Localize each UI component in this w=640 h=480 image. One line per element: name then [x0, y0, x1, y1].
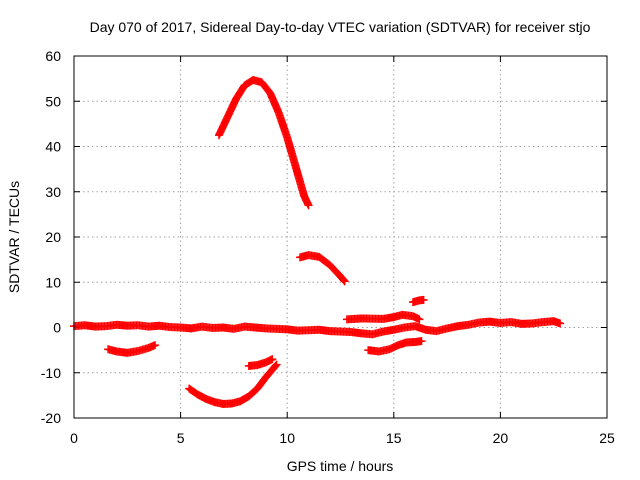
y-tick-label: -20 — [41, 410, 61, 426]
segment-2-point — [415, 315, 424, 324]
y-tick-label: 0 — [53, 320, 61, 336]
plot-frame — [73, 55, 608, 419]
x-tick-label: 15 — [386, 430, 402, 446]
y-tick-label: 20 — [45, 229, 61, 245]
x-tick-label: 10 — [279, 430, 295, 446]
y-tick-label: -10 — [41, 365, 61, 381]
arc-trough-point — [272, 360, 281, 369]
data-points — [70, 75, 565, 408]
y-tick-label: 40 — [45, 139, 61, 155]
baseline-point — [556, 319, 565, 328]
segment-neg5-point — [151, 341, 160, 350]
segment-16-point — [339, 276, 348, 285]
y-tick-label: 10 — [45, 274, 61, 290]
segment-16-point — [340, 277, 349, 286]
tick-labels: 0 5 10 15 20 25 -20 -10 0 10 20 30 40 50 60 — [41, 48, 615, 446]
y-tick-label: 50 — [45, 93, 61, 109]
segment-neg4-point — [417, 337, 426, 346]
arc-trough-point — [271, 361, 280, 370]
y-tick-label: 30 — [45, 184, 61, 200]
grid — [74, 56, 607, 418]
arc-peak-point — [304, 201, 313, 210]
x-tick-label: 5 — [177, 430, 185, 446]
y-tick-label: 60 — [45, 48, 61, 64]
segment-neg8-point — [268, 355, 277, 364]
segment-6-point — [419, 295, 428, 304]
chart-title: Day 070 of 2017, Sidereal Day-to-day VTE… — [90, 19, 591, 35]
y-axis-label: SDTVAR / TECUs — [6, 181, 22, 293]
x-tick-label: 0 — [70, 430, 78, 446]
x-tick-label: 25 — [599, 430, 615, 446]
x-axis-label: GPS time / hours — [287, 458, 394, 474]
x-tick-label: 20 — [493, 430, 509, 446]
